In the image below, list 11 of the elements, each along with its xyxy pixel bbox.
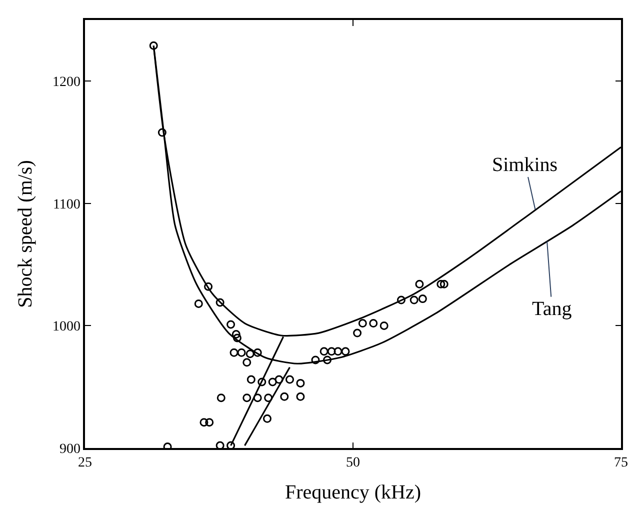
y-tick-label: 1100	[52, 197, 80, 212]
x-axis-title: Frequency (kHz)	[284, 482, 422, 504]
x-tick-label: 50	[346, 456, 360, 471]
annotation: Simkins	[492, 154, 558, 176]
y-tick-label: 1200	[52, 75, 80, 90]
x-tick-label: 75	[614, 456, 628, 471]
y-tick-label: 1000	[52, 320, 80, 335]
y-tick-label: 900	[59, 442, 80, 457]
annotation: Tang	[532, 298, 572, 320]
y-axis-title: Shock speed (m/s)	[14, 160, 36, 308]
x-tick-label: 25	[78, 456, 92, 471]
